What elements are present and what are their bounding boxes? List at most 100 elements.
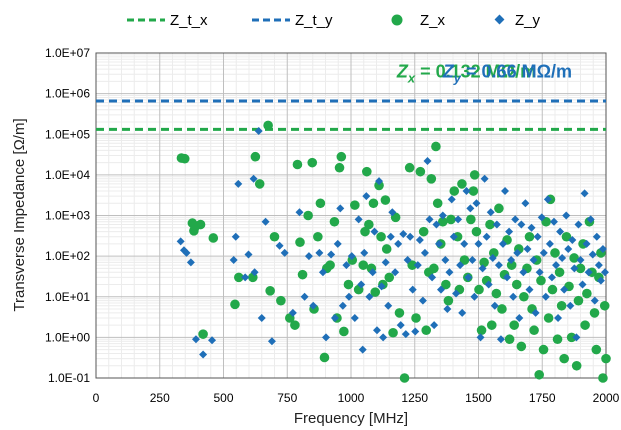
point-z-y (261, 217, 270, 226)
point-z-x (449, 186, 460, 196)
point-z-y (254, 127, 263, 136)
point-z-x (415, 166, 426, 177)
annotation-z-x: Zx = 0.132 MΩ/m (396, 61, 536, 85)
point-z-x (334, 162, 345, 173)
point-z-y (515, 313, 524, 322)
point-z-y (554, 313, 563, 322)
point-z-y (330, 313, 339, 322)
point-z-y (338, 301, 347, 310)
point-z-x (569, 253, 579, 263)
point-z-x (443, 295, 454, 306)
point-z-y (406, 232, 415, 241)
x-tick-label: 500 (213, 391, 233, 405)
point-z-x (319, 352, 330, 363)
point-z-x (381, 244, 392, 254)
point-z-x (469, 170, 480, 180)
legend-z-t-x-label: Z_t_x (170, 12, 208, 29)
y-tick-label: 1.0E+05 (45, 127, 90, 141)
point-z-y (229, 256, 238, 265)
annotations: Zx = 0.132 MΩ/mZy = 0.66 MΩ/m (396, 61, 572, 85)
point-z-y (231, 232, 240, 241)
point-z-y (590, 296, 599, 305)
legend: Z_t_x Z_t_y Z_x Z_y (127, 12, 541, 29)
x-tick-label: 0 (93, 391, 100, 405)
x-tick-label: 750 (277, 391, 297, 405)
point-z-x (329, 216, 340, 227)
point-z-y (375, 177, 384, 186)
point-z-x (566, 332, 577, 343)
major-gridlines (95, 52, 607, 379)
point-z-y (434, 239, 443, 248)
point-z-y (547, 273, 556, 282)
point-z-x (598, 373, 608, 383)
point-z-x (536, 275, 546, 286)
point-z-x (438, 216, 448, 227)
point-z-x (362, 166, 372, 177)
point-z-x (552, 334, 563, 345)
point-z-y (541, 292, 550, 301)
point-z-y (470, 292, 479, 301)
x-tick-label: 1750 (529, 391, 556, 405)
point-z-x (559, 353, 569, 364)
point-z-x (534, 369, 544, 380)
point-z-x (394, 308, 405, 318)
y-tick-label: 1.0E+06 (45, 87, 90, 101)
point-z-x (263, 120, 273, 131)
point-z-y (513, 248, 522, 257)
point-z-y (401, 330, 410, 339)
point-z-y (399, 230, 408, 239)
point-z-y (275, 241, 284, 250)
point-z-y (234, 179, 243, 188)
point-z-y (490, 301, 499, 310)
point-z-x (538, 344, 549, 355)
threshold-lines (96, 99, 606, 131)
point-z-y (350, 313, 359, 322)
legend-z-x-label: Z_x (420, 12, 446, 29)
point-z-y (432, 220, 441, 229)
y-axis-label: Transverse Impedance [Ω/m] (11, 118, 28, 311)
point-z-y (362, 192, 371, 201)
point-z-x (290, 320, 300, 330)
point-z-x (364, 219, 374, 230)
point-z-y (304, 252, 313, 261)
point-z-x (358, 260, 369, 270)
point-z-y (365, 292, 374, 301)
point-z-x (198, 329, 208, 339)
y-axis-ticks: 1.0E-01 1.0E+00 1.0E+01 1.0E+02 1.0E+03 1.0E+… (45, 46, 90, 385)
point-z-x (325, 260, 335, 270)
plot-area-border (95, 52, 607, 379)
point-z-y (342, 261, 351, 270)
legend-z-t-y-label: Z_t_y (295, 12, 333, 29)
x-tick-label: 1000 (338, 391, 365, 405)
point-z-x (524, 231, 535, 242)
point-z-y (531, 308, 540, 317)
point-z-y (529, 256, 538, 265)
x-axis-ticks: 0 250 500 750 1000 1250 1500 1750 2000 (93, 391, 620, 405)
point-z-y (498, 239, 507, 248)
point-z-y (507, 256, 516, 265)
point-z-y (430, 321, 439, 330)
point-z-x (374, 180, 384, 191)
point-z-x (543, 313, 554, 323)
point-z-x (468, 186, 479, 196)
point-z-y (300, 292, 309, 301)
point-z-y (505, 227, 514, 236)
point-z-x (368, 198, 379, 209)
annotation-z-y: Zy = 0.66 MΩ/m (442, 61, 572, 85)
point-z-y (384, 301, 393, 310)
x-axis-label: Frequency [MHz] (294, 410, 408, 427)
point-z-x (589, 308, 600, 318)
point-z-y (558, 253, 567, 262)
point-z-x (547, 284, 558, 295)
point-z-y (428, 273, 437, 282)
point-z-y (322, 333, 331, 342)
point-z-y (539, 248, 548, 257)
legend-z-y-swatch (494, 14, 505, 25)
point-z-y (456, 261, 465, 270)
y-tick-label: 1.0E+01 (45, 290, 90, 304)
point-z-y (572, 333, 581, 342)
point-z-x (418, 226, 429, 237)
point-z-y (379, 333, 388, 342)
point-z-x (230, 299, 240, 310)
point-z-y (249, 174, 258, 183)
